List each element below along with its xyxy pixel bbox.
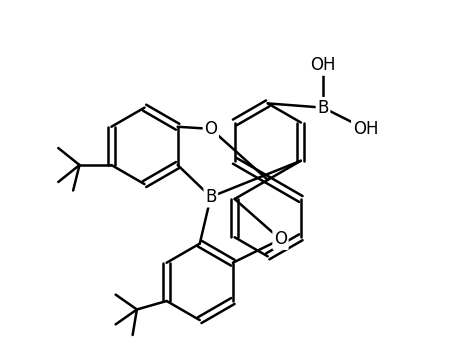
- Text: OH: OH: [353, 120, 378, 138]
- Text: OH: OH: [310, 56, 336, 74]
- Text: O: O: [274, 230, 287, 248]
- Text: B: B: [317, 99, 329, 116]
- Text: B: B: [205, 188, 217, 206]
- Text: O: O: [204, 120, 217, 138]
